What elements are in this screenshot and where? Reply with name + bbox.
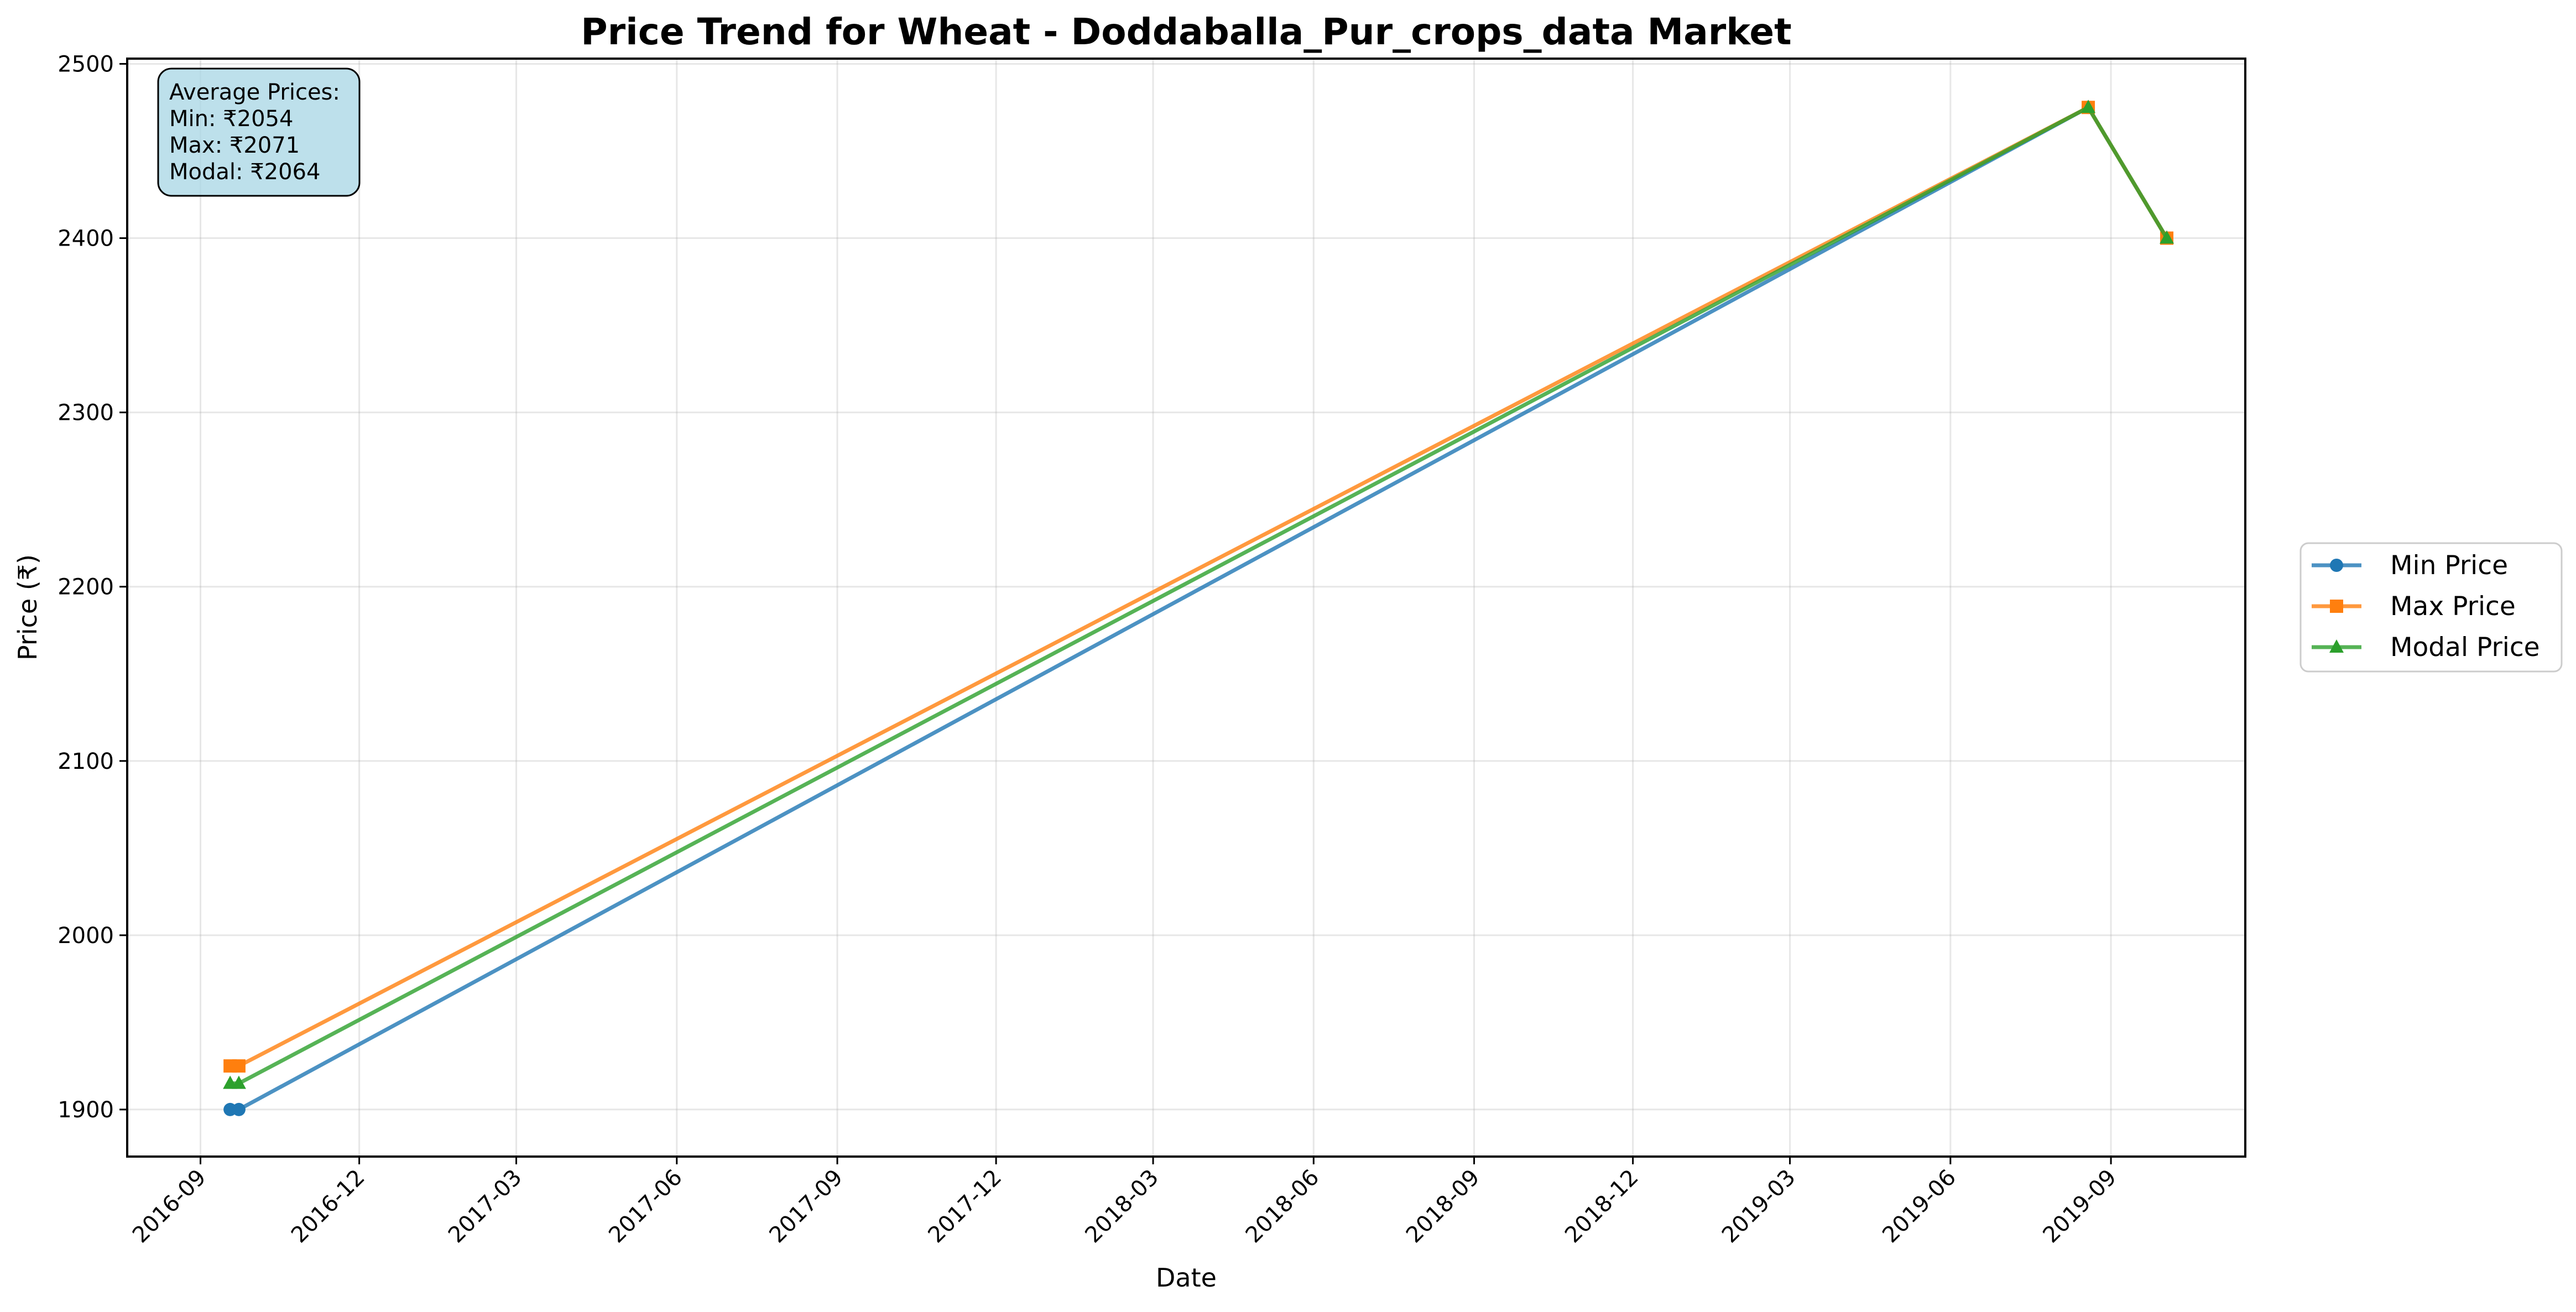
legend-entries: Min Price Max Price Modal Price <box>2312 550 2540 663</box>
y-tick-label: 2400 <box>58 226 114 252</box>
modal-price-point <box>231 1075 246 1089</box>
legend-min-price-marker <box>2330 559 2343 572</box>
grid <box>127 59 2245 1157</box>
plot-area-frame <box>126 58 2246 1158</box>
chart-title: Price Trend for Wheat - Doddaballa_Pur_c… <box>581 11 1791 53</box>
modal-price-point <box>2081 100 2096 113</box>
y-tick-label: 1900 <box>58 1097 114 1123</box>
max-price-point <box>232 1059 246 1073</box>
legend: Min Price Max Price Modal Price <box>2299 542 2563 673</box>
average-min-price: Min: ₹2054 <box>169 106 293 132</box>
average-prices-box: Average Prices: Min: ₹2054 Max: ₹2071 Mo… <box>157 67 361 197</box>
average-prices-heading: Average Prices: <box>169 80 340 105</box>
y-axis-ticks: 1900 2000 2100 2200 2300 2400 2500 <box>58 51 127 1123</box>
legend-max-price-marker <box>2330 600 2343 613</box>
legend-modal-price-marker <box>2329 639 2344 653</box>
modal-price-series <box>223 100 2175 1089</box>
legend-max-price-label: Max Price <box>2390 591 2516 622</box>
legend-min-price-label: Min Price <box>2390 550 2508 581</box>
y-tick-label: 2200 <box>58 575 114 600</box>
legend-modal-price-label: Modal Price <box>2390 632 2540 663</box>
modal-price-point <box>2160 230 2175 244</box>
y-tick-label: 2000 <box>58 923 114 949</box>
min-price-point <box>232 1102 246 1116</box>
average-modal-price: Modal: ₹2064 <box>169 159 320 185</box>
y-axis-label: Price (₹) <box>13 554 43 660</box>
y-tick-label: 2500 <box>58 51 114 77</box>
series-lines <box>223 100 2175 1116</box>
average-prices-box-background <box>157 67 361 197</box>
y-tick-label: 2300 <box>58 400 114 426</box>
legend-frame <box>2299 542 2563 673</box>
x-axis-label: Date <box>1156 1263 1217 1293</box>
modal-price-line <box>228 105 2169 1086</box>
average-max-price: Max: ₹2071 <box>169 133 300 158</box>
y-tick-label: 2100 <box>58 749 114 774</box>
